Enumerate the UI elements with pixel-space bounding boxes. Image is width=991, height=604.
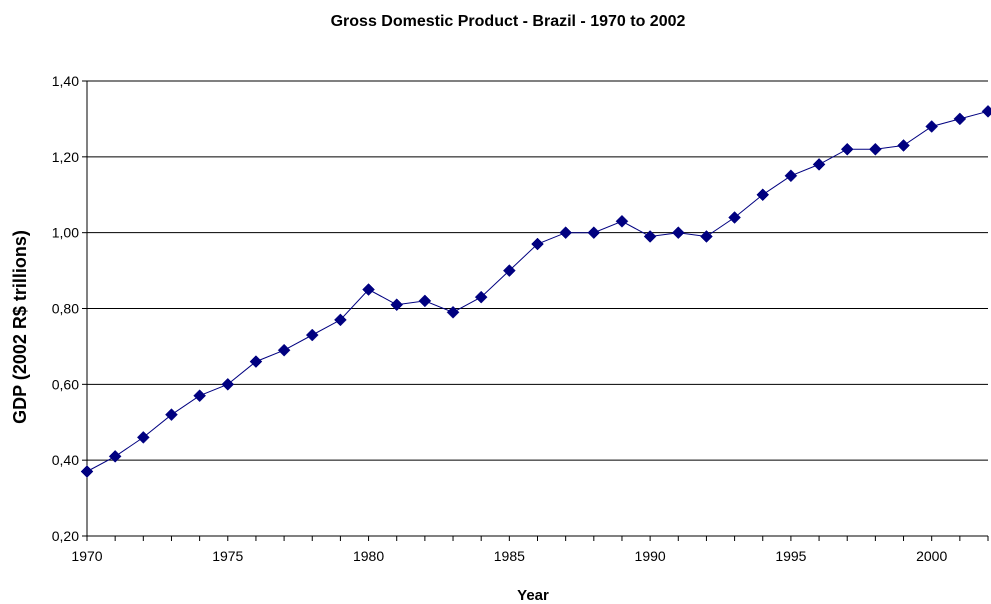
data-point-1972 xyxy=(136,431,150,444)
data-point-1983 xyxy=(446,305,460,319)
y-tick-label: 0,80 xyxy=(52,301,79,317)
y-tick-label: 1,00 xyxy=(52,225,79,241)
data-point-1985 xyxy=(502,264,516,277)
x-tick-labels: 1970 1975 1980 1985 1990 1995 2000 xyxy=(71,536,989,564)
y-axis-label: GDP (2002 R$ trillions) xyxy=(10,230,30,424)
series-gdp xyxy=(80,104,991,478)
y-tick-label: 0,60 xyxy=(52,376,79,392)
data-point-1980 xyxy=(362,283,375,296)
data-point-1977 xyxy=(277,343,291,357)
data-point-1984 xyxy=(474,290,488,304)
data-point-1989 xyxy=(615,214,629,228)
x-tick-label: 1975 xyxy=(212,548,243,564)
data-point-1992 xyxy=(700,230,713,243)
data-point-1999 xyxy=(897,139,910,152)
data-point-1970 xyxy=(80,465,94,478)
data-point-1995 xyxy=(784,169,798,183)
chart-title: Gross Domestic Product - Brazil - 1970 t… xyxy=(331,13,686,30)
y-tick-label: 0,40 xyxy=(52,452,79,468)
data-point-1982 xyxy=(418,294,432,308)
x-tick-label: 1970 xyxy=(71,548,102,564)
data-point-1978 xyxy=(305,328,319,342)
gridlines xyxy=(87,80,988,461)
x-tick-label: 1995 xyxy=(775,548,806,564)
data-point-1971 xyxy=(108,450,122,463)
data-point-2002 xyxy=(981,104,991,118)
data-point-1981 xyxy=(390,298,404,312)
data-point-1979 xyxy=(334,313,347,327)
data-point-1974 xyxy=(193,389,206,403)
data-point-1998 xyxy=(869,142,882,156)
series-line xyxy=(86,110,989,472)
y-tick-labels: 0,20 0,40 0,60 0,80 1,00 1,20 1,40 xyxy=(52,73,87,544)
data-point-1994 xyxy=(756,188,770,202)
data-point-1973 xyxy=(165,408,178,422)
data-point-1975 xyxy=(221,377,235,391)
x-axis-label: Year xyxy=(517,587,549,604)
data-point-1987 xyxy=(559,226,573,240)
x-tick-label: 1985 xyxy=(494,548,525,564)
x-tick-label: 2000 xyxy=(916,548,947,564)
data-point-1997 xyxy=(840,142,854,156)
data-point-1990 xyxy=(643,230,657,243)
x-tick-label: 1990 xyxy=(635,548,666,564)
y-tick-label: 1,40 xyxy=(52,73,79,89)
data-point-2000 xyxy=(925,120,939,133)
y-tick-label: 1,20 xyxy=(52,149,79,165)
y-tick-label: 0,20 xyxy=(52,528,79,544)
data-point-1993 xyxy=(728,211,741,224)
x-tick-label: 1980 xyxy=(353,548,384,564)
data-point-1976 xyxy=(249,355,263,368)
data-point-1991 xyxy=(671,226,685,240)
data-point-1996 xyxy=(812,158,826,171)
data-point-1986 xyxy=(531,237,544,251)
data-point-2001 xyxy=(953,112,967,126)
data-point-1988 xyxy=(587,226,601,240)
